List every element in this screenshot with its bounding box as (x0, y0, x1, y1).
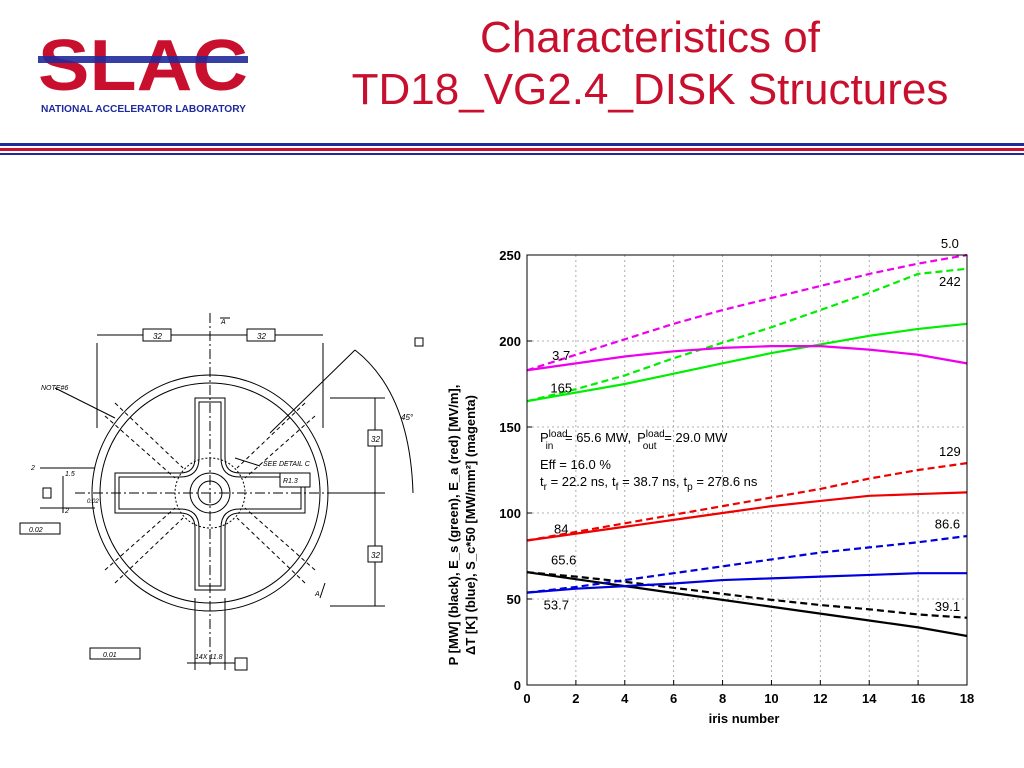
x-tick-label: 10 (764, 691, 778, 706)
dim-small-2: 1.5 (65, 471, 75, 478)
p-in-sup: load (549, 429, 568, 440)
bottom-dim: 14X 11.8 (195, 654, 223, 661)
chart-point-labels: 5.0 242 3.7 165 129 84 86.6 65.6 53.7 39.1 (544, 236, 961, 614)
x-tick-label: 6 (670, 691, 677, 706)
x-tick-label: 2 (572, 691, 579, 706)
x-tick-label: 8 (719, 691, 726, 706)
t-p-value: = 278.6 ns (693, 474, 758, 489)
y-tick-label: 0 (514, 678, 521, 693)
dim-top-right: 32 (257, 332, 266, 341)
x-tick-label: 16 (911, 691, 925, 706)
title-line-2: TD18_VG2.4_DISK Structures (351, 65, 949, 114)
series-line-9 (526, 253, 968, 372)
series-line-6 (526, 572, 967, 594)
note-label: NOTE#6 (41, 385, 68, 392)
point-label: 84 (554, 522, 568, 537)
point-label: 39.1 (935, 599, 960, 614)
y-tick-label: 150 (499, 420, 521, 435)
dim-right-bottom: 32 (371, 551, 380, 560)
page-title: Characteristics of TD18_VG2.4_DISK Struc… (290, 12, 1010, 116)
y-axis-label-line-1: P [MW] (black), E_s (green), E_a (red) [… (446, 385, 461, 666)
chart-annotation: Pload in = 65.6 MW, Pload out = 29.0 MW Eff… (540, 429, 758, 493)
t-f-sub: f (616, 482, 619, 493)
radius-box: R1.3 (283, 478, 298, 485)
x-tick-label: 12 (813, 691, 827, 706)
series-line-0 (526, 571, 968, 638)
p-out-sub: out (643, 441, 657, 452)
series-line-4 (526, 491, 968, 542)
series-line-3 (526, 267, 968, 403)
point-label: 5.0 (941, 236, 959, 251)
header-rule (0, 143, 1024, 155)
plot-frame (526, 254, 968, 686)
point-label: 242 (939, 274, 961, 289)
y-tick-label: 250 (499, 248, 521, 263)
tolerance-bottom: 0.01 (103, 652, 117, 659)
section-mark-top: A (220, 319, 226, 326)
point-label: 129 (939, 444, 961, 459)
logo-wordmark: SLAC (38, 30, 248, 106)
x-tick-label: 14 (862, 691, 877, 706)
series-line-1 (526, 571, 968, 619)
dim-top-left: 32 (153, 332, 162, 341)
p-out-sup: load (646, 429, 665, 440)
y-tick-label: 200 (499, 334, 521, 349)
dim-small-1: 2 (30, 465, 35, 472)
x-tick-label: 4 (621, 691, 629, 706)
tolerance-left: 0.02 (29, 527, 43, 534)
dim-right-top: 32 (371, 435, 380, 444)
point-label: 86.6 (935, 516, 960, 531)
y-tick-label: 100 (499, 506, 521, 521)
p-in-symbol: P (540, 430, 549, 445)
disk-cross-slot (114, 397, 306, 591)
disk-engineering-drawing: 32 32 32 32 NOTE#6 SEE DETAIL C A A 45° … (19, 313, 424, 671)
line-chart: 0 2 4 6 8 10 12 14 16 18 0 50 100 150 200 250 5.0 242 3.7… (446, 236, 974, 726)
series-line-7 (526, 534, 968, 594)
y-axis-label-line-2: ΔT [K] (blue), S_c*50 [MW/mm²] (magenta) (463, 395, 478, 655)
title-line-1: Characteristics of (480, 13, 820, 62)
t-r-sub: r (544, 482, 548, 493)
logo-subtitle: NATIONAL ACCELERATOR LABORATORY (41, 103, 246, 115)
x-axis-label: iris number (709, 711, 780, 726)
svg-text:tr = 22.2 ns,tf = 38.7 ns,tp =: tr = 22.2 ns, tf = 38.7 ns, tp = 278.6 ns (540, 474, 758, 493)
series-line-5 (526, 462, 968, 542)
series-line-8 (526, 345, 968, 372)
chart-ticks: 0 2 4 6 8 10 12 14 16 18 0 50 100 150 200 250 (499, 248, 974, 706)
dim-small-3: 2 (64, 508, 69, 515)
p-in-value: = 65.6 MW, (561, 430, 631, 445)
chart-series-group (526, 253, 968, 638)
point-label: 3.7 (552, 348, 570, 363)
t-f-value: = 38.7 ns, (618, 474, 679, 489)
p-in-sub: in (546, 441, 554, 452)
slac-logo: SLAC NATIONAL ACCELERATOR LABORATORY (38, 30, 248, 115)
y-tick-label: 50 (507, 592, 521, 607)
point-label: 165 (550, 381, 572, 396)
point-label: 65.6 (551, 553, 576, 568)
p-out-value: = 29.0 MW (661, 430, 729, 445)
x-tick-label: 18 (960, 691, 974, 706)
point-label: 53.7 (544, 597, 569, 612)
t-p-sub: p (687, 482, 693, 493)
efficiency-text: Eff = 16.0 % (540, 457, 611, 472)
section-mark-bottom: A (314, 591, 320, 598)
x-tick-label: 0 (523, 691, 530, 706)
angle-label: 45° (401, 413, 414, 422)
p-out-symbol: P (637, 430, 646, 445)
dim-small-4: 0.02 (87, 499, 99, 505)
t-r-value: = 22.2 ns, (547, 474, 608, 489)
detail-label: SEE DETAIL C (263, 461, 311, 468)
series-line-2 (526, 322, 968, 403)
slac-logo-mark: SLAC (38, 30, 248, 106)
